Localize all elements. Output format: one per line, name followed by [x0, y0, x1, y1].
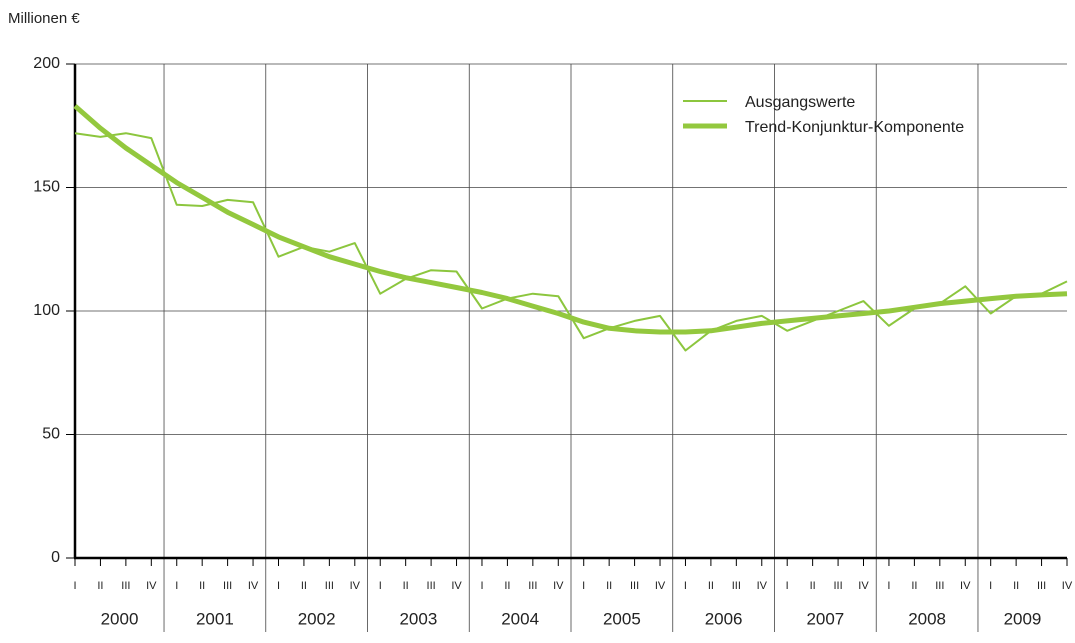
year-label: 2006	[705, 609, 743, 628]
x-tick-label: II	[810, 580, 816, 592]
year-label: 2007	[806, 609, 844, 628]
x-tick-label: I	[73, 580, 76, 592]
x-tick-label: IV	[553, 580, 564, 592]
y-tick-label: 150	[33, 179, 60, 196]
y-tick-label: 200	[33, 55, 60, 72]
x-tick-label: IV	[146, 580, 157, 592]
legend-label: Trend-Konjunktur-Komponente	[745, 119, 964, 136]
x-tick-label: II	[606, 580, 612, 592]
x-tick-label: I	[887, 580, 890, 592]
x-tick-label: II	[301, 580, 307, 592]
x-tick-label: III	[833, 580, 842, 592]
x-tick-label: III	[732, 580, 741, 592]
legend-label: Ausgangswerte	[745, 94, 855, 111]
y-tick-label: 50	[42, 426, 60, 443]
x-tick-label: I	[379, 580, 382, 592]
x-tick-label: II	[403, 580, 409, 592]
x-tick-label: II	[504, 580, 510, 592]
x-tick-label: II	[1013, 580, 1019, 592]
x-tick-label: I	[277, 580, 280, 592]
x-tick-label: IV	[350, 580, 361, 592]
x-tick-label: I	[175, 580, 178, 592]
y-tick-label: 100	[33, 302, 60, 319]
x-tick-label: I	[684, 580, 687, 592]
x-tick-label: I	[582, 580, 585, 592]
year-label: 2005	[603, 609, 641, 628]
x-tick-label: I	[480, 580, 483, 592]
x-tick-label: II	[97, 580, 103, 592]
year-label: 2001	[196, 609, 234, 628]
x-tick-label: III	[1037, 580, 1046, 592]
x-tick-label: II	[911, 580, 917, 592]
series-line	[73, 104, 1068, 335]
x-tick-label: III	[630, 580, 639, 592]
x-tick-label: I	[786, 580, 789, 592]
x-tick-label: IV	[451, 580, 462, 592]
x-tick-label: IV	[960, 580, 971, 592]
x-tick-label: IV	[757, 580, 768, 592]
x-tick-label: III	[935, 580, 944, 592]
x-tick-label: IV	[248, 580, 259, 592]
year-label: 2002	[298, 609, 336, 628]
year-label: 2000	[101, 609, 139, 628]
x-tick-label: II	[199, 580, 205, 592]
year-label: 2008	[908, 609, 946, 628]
y-axis-label: Millionen €	[8, 10, 80, 27]
year-label: 2009	[1004, 609, 1042, 628]
x-tick-label: III	[325, 580, 334, 592]
x-tick-label: III	[528, 580, 537, 592]
x-tick-label: I	[989, 580, 992, 592]
x-tick-label: III	[223, 580, 232, 592]
x-tick-label: IV	[858, 580, 869, 592]
x-tick-label: III	[427, 580, 436, 592]
x-tick-label: IV	[655, 580, 666, 592]
x-tick-label: IV	[1062, 580, 1073, 592]
year-label: 2004	[501, 609, 539, 628]
x-tick-label: III	[121, 580, 130, 592]
year-label: 2003	[399, 609, 437, 628]
x-tick-label: II	[708, 580, 714, 592]
y-tick-label: 0	[51, 549, 60, 566]
